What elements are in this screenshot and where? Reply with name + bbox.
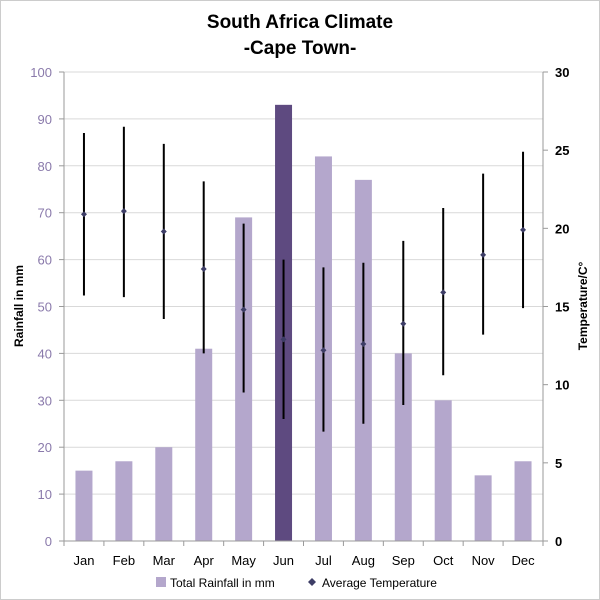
chart-subtitle: -Cape Town- [244,38,357,59]
y-left-tick-label: 40 [38,346,52,361]
x-tick-label-jun: Jun [273,553,294,568]
y-right-tick-label: 0 [555,534,562,549]
temperature-point-may [240,306,247,313]
temperature-point-apr [200,265,207,272]
temperature-points [80,126,527,432]
temperature-point-mar [160,228,167,235]
y-left-tick-label: 10 [38,487,52,502]
y-axis-left-title: Rainfall in mm [12,265,26,347]
rainfall-bar-sep [394,353,412,541]
axes [59,71,548,546]
legend-swatch-rainfall [156,577,166,587]
rainfall-bar-nov [474,475,492,541]
y-left-tick-label: 30 [38,393,52,408]
x-tick-label-apr: Apr [194,553,215,568]
tick-labels: 0 10 20 30 40 50 60 70 80 90 100 0 5 10 15 20 25 30 Jan Feb… [30,65,569,568]
y-right-tick-label: 20 [555,221,569,236]
x-tick-label-dec: Dec [511,553,535,568]
y-left-tick-label: 90 [38,112,52,127]
temperature-point-aug [360,341,367,348]
rainfall-bar-dec [514,461,532,541]
y-left-tick-label: 100 [30,65,52,80]
x-tick-label-oct: Oct [433,553,454,568]
rainfall-bar-oct [434,400,452,541]
x-tick-label-mar: Mar [153,553,176,568]
legend-label-temperature: Average Temperature [322,576,437,590]
y-right-tick-label: 10 [555,378,569,393]
temperature-point-jun [280,336,287,343]
x-tick-label-may: May [231,553,256,568]
y-right-tick-label: 5 [555,456,562,471]
chart-title: South Africa Climate [207,12,393,33]
y-left-tick-label: 0 [45,534,52,549]
x-tick-label-aug: Aug [352,553,375,568]
y-axis-right-title: Temperature/C° [576,262,590,351]
y-right-tick-label: 15 [555,300,569,315]
temperature-point-dec [520,226,527,233]
x-tick-label-sep: Sep [392,553,415,568]
legend-label-rainfall: Total Rainfall in mm [170,576,275,590]
rainfall-bar-mar [155,447,173,541]
legend-marker-temperature [308,578,316,586]
x-tick-label-jul: Jul [315,553,332,568]
y-right-tick-label: 25 [555,143,569,158]
y-left-tick-label: 60 [38,253,52,268]
rainfall-bar-feb [115,461,133,541]
temperature-point-jan [80,211,87,218]
rainfall-bar-jan [75,470,93,541]
legend: Total Rainfall in mm Average Temperature [156,576,437,590]
y-left-tick-label: 70 [38,206,52,221]
temperature-point-jul [320,347,327,354]
temperature-point-nov [480,251,487,258]
rainfall-bars [75,104,532,542]
x-tick-label-nov: Nov [472,553,496,568]
x-tick-label-feb: Feb [113,553,135,568]
temperature-point-feb [120,208,127,215]
y-right-tick-label: 30 [555,65,569,80]
rainfall-bar-apr [195,348,213,541]
temperature-point-sep [400,320,407,327]
y-left-tick-label: 20 [38,440,52,455]
y-left-tick-label: 50 [38,300,52,315]
y-left-tick-label: 80 [38,159,52,174]
temperature-point-oct [440,289,447,296]
x-tick-label-jan: Jan [73,553,94,568]
